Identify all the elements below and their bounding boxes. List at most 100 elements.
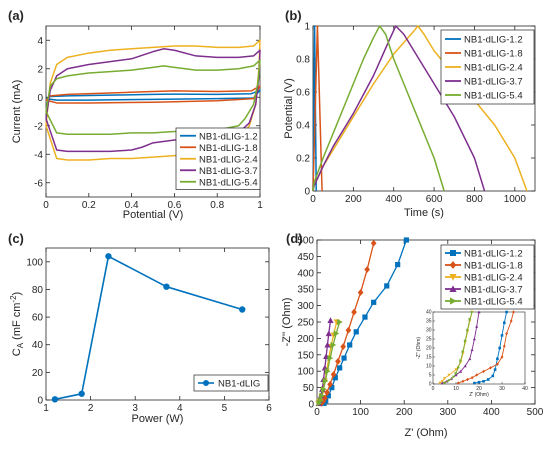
- y-axis-label-part: A: [16, 342, 25, 348]
- data-point-diamond: [330, 371, 337, 378]
- legend-label: NB1-dLIG-2.4: [464, 273, 523, 284]
- data-point-diamond: [512, 310, 515, 314]
- y-tick-label: 0.6: [296, 88, 310, 99]
- x-tick-label: 1000: [504, 194, 527, 205]
- data-point-triangle-right: [322, 377, 329, 385]
- ca-point-2: [78, 390, 85, 397]
- data-point-square: [477, 380, 481, 384]
- data-point-triangle-up: [459, 369, 463, 373]
- y-tick-label: -2: [34, 121, 43, 132]
- data-point-triangle-right: [466, 328, 470, 332]
- data-point-square: [493, 368, 497, 371]
- data-point-triangle-right: [327, 354, 334, 362]
- legend-label: NB1-dLIG-5.4: [199, 177, 258, 188]
- y-tick-label: 0.4: [296, 121, 310, 132]
- inset-y-tick-label: 10: [426, 364, 432, 370]
- x-tick-label: 0.2: [82, 200, 96, 211]
- y-tick-label: 0.8: [296, 55, 310, 66]
- y-tick-label: -4: [34, 150, 43, 161]
- data-point-square: [353, 329, 359, 335]
- data-point-square: [332, 375, 338, 381]
- data-point-triangle-up: [470, 348, 474, 352]
- x-tick-label: 6: [266, 403, 272, 414]
- legend-label: NB1-dLIG-1.8: [199, 143, 258, 154]
- data-point-triangle-down: [447, 373, 451, 377]
- y-tick-label: 0: [37, 93, 43, 104]
- y-tick-label: 2: [37, 64, 43, 75]
- y-tick-label: 1: [304, 22, 310, 33]
- panel-a: 0 0.2 0.4 0.6 0.8 1 -6 -4 -2 0 2 4 (a) Potential (V) C…: [8, 8, 263, 221]
- y-axis-label-part: -2: [9, 295, 18, 303]
- x-tick-label: 200: [345, 194, 362, 205]
- legend-label: NB1-dLIG-3.7: [199, 166, 258, 177]
- x-tick-label: 0: [43, 200, 49, 211]
- data-point-triangle-right: [468, 317, 472, 321]
- x-tick-label: 0.6: [167, 200, 181, 211]
- data-point-triangle-right: [443, 381, 447, 385]
- data-point-triangle-right: [461, 350, 465, 354]
- data-point-diamond: [324, 389, 330, 396]
- data-point-diamond: [475, 373, 479, 377]
- x-tick-label: 100: [352, 407, 369, 418]
- legend-box: [193, 374, 269, 392]
- y-tick-label: 100: [297, 367, 314, 378]
- legend-marker: [203, 380, 209, 386]
- cv-curve-1: [45, 89, 261, 101]
- data-point-triangle-up: [324, 341, 331, 348]
- y-tick-label: 0.2: [296, 154, 310, 165]
- panel-d: 0 100 200 300 400 500050100150200250300350400…: [281, 231, 544, 439]
- data-point-diamond: [502, 344, 506, 348]
- data-point-triangle-right: [330, 341, 337, 349]
- data-point-triangle-down: [438, 381, 442, 385]
- x-tick-label: 1: [257, 200, 263, 211]
- data-point-diamond: [466, 377, 469, 382]
- y-tick-label: 250: [297, 318, 314, 329]
- inset-y-tick-label: 0: [429, 382, 432, 388]
- y-tick-label: 350: [297, 285, 314, 296]
- data-point-triangle-up: [440, 381, 444, 385]
- inset-y-tick-label: 15: [426, 355, 432, 361]
- legend-label: NB1-dLIG-1.8: [464, 261, 523, 272]
- data-point-diamond: [489, 366, 492, 370]
- data-point-square: [395, 262, 401, 268]
- data-point-diamond: [461, 379, 465, 383]
- y-tick-label: 400: [297, 268, 314, 279]
- legend-label: NB1-dLIG-3.7: [464, 77, 523, 88]
- data-point-triangle-down: [442, 377, 447, 381]
- y-tick-label: 500: [297, 236, 314, 247]
- legend-label: NB1-dLIG-5.4: [464, 297, 523, 308]
- x-tick-label: 0: [310, 194, 316, 205]
- axes-box: [45, 247, 270, 401]
- gcd-curve-1: [312, 25, 317, 192]
- legend-label: NB1-dLIG-1.2: [464, 249, 523, 260]
- data-point-square: [347, 342, 353, 348]
- inset-x-tick-label: 40: [522, 386, 528, 392]
- data-point-square: [496, 357, 499, 361]
- data-point-square: [498, 346, 501, 350]
- x-tick-label: 400: [483, 407, 500, 418]
- data-point-triangle-down: [454, 368, 458, 372]
- data-point-triangle-right: [333, 330, 340, 337]
- x-tick-label: 1: [43, 403, 49, 414]
- data-point-square: [450, 250, 456, 256]
- data-point-square: [329, 385, 335, 391]
- y-axis-label-part: C: [11, 348, 23, 356]
- data-point-square: [403, 237, 409, 243]
- data-point-diamond: [500, 355, 504, 359]
- x-axis-label: Power (W): [132, 413, 184, 425]
- inset-x-tick-label: 30: [499, 386, 505, 392]
- y-tick-label: 450: [297, 252, 314, 263]
- data-point-diamond: [345, 326, 352, 334]
- data-point-diamond: [509, 319, 513, 323]
- data-point-diamond: [351, 308, 357, 316]
- x-tick-label: 500: [527, 407, 544, 418]
- legend-label: NB1-dLIG-2.4: [464, 63, 523, 74]
- panel-b: 0 200 400 600 800 1000 0 0.2 0.4 0.6 0.8 1(b) Time (…: [283, 8, 536, 219]
- y-tick-label: 60: [32, 313, 44, 324]
- data-point-diamond: [357, 289, 364, 296]
- data-point-square: [503, 321, 506, 325]
- inset-y-tick-label: 30: [426, 328, 432, 334]
- panel-label: (c): [8, 231, 24, 246]
- data-point-diamond: [364, 266, 370, 273]
